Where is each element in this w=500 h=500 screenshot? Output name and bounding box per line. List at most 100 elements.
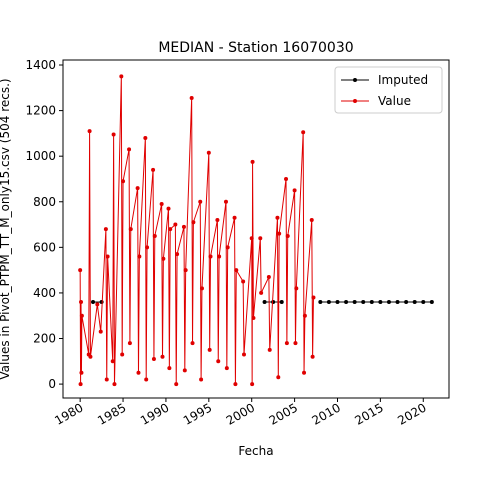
data-point: [224, 366, 229, 371]
data-point: [352, 300, 357, 305]
data-point: [152, 233, 157, 238]
data-point: [294, 286, 299, 291]
data-point: [302, 313, 307, 318]
data-point: [127, 341, 132, 346]
data-point: [207, 347, 212, 352]
series-line: [79, 76, 314, 385]
data-point: [79, 313, 84, 318]
data-point: [135, 186, 140, 191]
legend-label: Imputed: [378, 73, 428, 87]
data-point: [160, 354, 165, 359]
x-axis-label: Fecha: [238, 444, 273, 458]
legend-marker: [353, 99, 357, 103]
data-point: [215, 217, 220, 222]
data-point: [233, 382, 238, 387]
data-point: [137, 254, 142, 259]
data-point: [259, 290, 264, 295]
x-tick-label: 1990: [138, 400, 171, 427]
data-point: [258, 236, 263, 241]
data-point: [168, 227, 173, 232]
data-point: [159, 202, 164, 207]
y-tick-label: 0: [48, 377, 56, 391]
data-point: [344, 300, 349, 305]
data-point: [429, 300, 434, 305]
y-tick-label: 1400: [25, 58, 56, 72]
data-point: [174, 382, 179, 387]
y-tick-label: 400: [33, 286, 56, 300]
data-point: [223, 199, 228, 204]
data-point: [234, 268, 239, 273]
data-point: [249, 236, 254, 241]
data-point: [208, 254, 213, 259]
legend-label: Value: [378, 94, 411, 108]
x-tick-label: 2015: [352, 400, 385, 427]
data-point: [191, 220, 196, 225]
chart-title: MEDIAN - Station 16070030: [158, 40, 353, 56]
data-point: [293, 341, 298, 346]
data-point: [251, 316, 256, 321]
data-point: [151, 357, 156, 362]
x-tick-label: 2010: [310, 400, 343, 427]
data-point: [199, 286, 204, 291]
data-point: [232, 215, 237, 220]
data-point: [121, 179, 126, 184]
data-point: [284, 341, 289, 346]
x-tick-label: 2005: [267, 400, 300, 427]
data-point: [267, 347, 272, 352]
data-point: [262, 300, 267, 305]
data-point: [136, 370, 141, 375]
data-point: [144, 377, 149, 382]
data-point: [292, 188, 297, 193]
data-point: [78, 268, 83, 273]
data-point: [166, 206, 171, 211]
data-point: [277, 231, 282, 236]
data-point: [79, 370, 84, 375]
data-point: [111, 132, 116, 137]
data-point: [103, 227, 108, 232]
y-tick-label: 1200: [25, 104, 56, 118]
data-point: [88, 354, 93, 359]
data-point: [104, 377, 109, 382]
plot-frame: [62, 59, 450, 399]
data-point: [189, 96, 194, 101]
data-point: [276, 375, 281, 380]
data-point: [271, 300, 276, 305]
data-point: [119, 74, 124, 79]
data-point: [216, 359, 221, 364]
legend-marker: [353, 78, 357, 82]
data-point: [161, 256, 166, 261]
data-point: [175, 252, 180, 257]
data-point: [302, 370, 307, 375]
data-point: [105, 254, 110, 259]
data-point: [421, 300, 426, 305]
data-point: [95, 302, 100, 307]
data-point: [326, 300, 331, 305]
data-point: [151, 167, 156, 172]
data-point: [301, 130, 306, 135]
data-point: [361, 300, 366, 305]
data-point: [250, 382, 255, 387]
data-point: [395, 300, 400, 305]
data-point: [143, 135, 148, 140]
data-point: [112, 382, 117, 387]
data-point: [190, 341, 195, 346]
y-tick-label: 600: [33, 240, 56, 254]
data-point: [225, 245, 230, 250]
data-point: [78, 382, 83, 387]
data-point: [404, 300, 409, 305]
data-point: [412, 300, 417, 305]
data-point: [120, 352, 125, 357]
y-tick-label: 800: [33, 195, 56, 209]
data-point: [206, 150, 211, 155]
data-point: [318, 300, 323, 305]
x-tick-label: 1985: [95, 400, 128, 427]
data-point: [128, 227, 133, 232]
y-tick-label: 1000: [25, 149, 56, 163]
data-point: [79, 300, 84, 305]
data-point: [250, 159, 255, 164]
data-point: [335, 300, 340, 305]
data-point: [285, 233, 290, 238]
x-tick-label: 2000: [224, 400, 257, 427]
data-point: [167, 366, 172, 371]
